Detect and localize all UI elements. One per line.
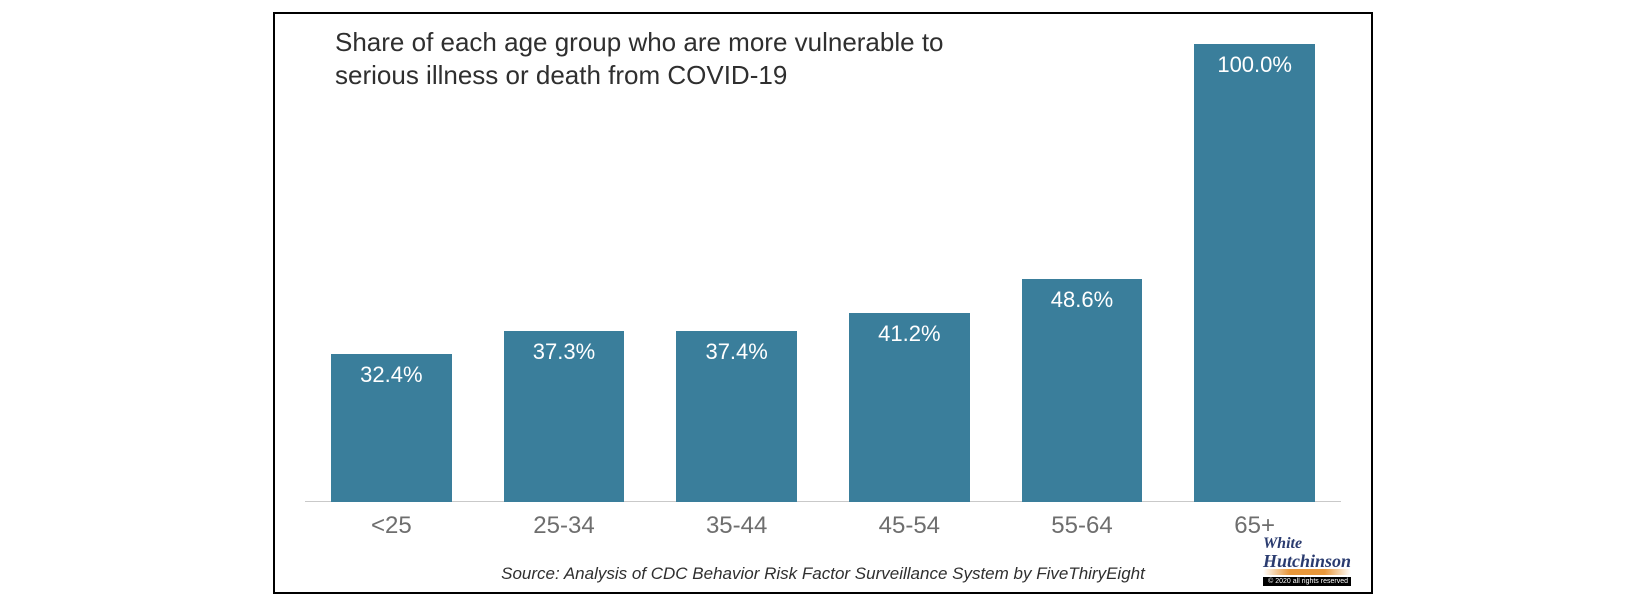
bar-value-label: 48.6%: [1022, 287, 1143, 313]
category-label: 55-64: [996, 512, 1169, 540]
category-label: 25-34: [478, 512, 651, 540]
bar-value-label: 37.4%: [676, 339, 797, 365]
brand-logo: White Hutchinson © 2020 all rights reser…: [1263, 536, 1351, 586]
chart-frame: Share of each age group who are more vul…: [273, 12, 1373, 594]
canvas: Share of each age group who are more vul…: [0, 0, 1647, 608]
bar-value-label: 41.2%: [849, 321, 970, 347]
logo-line1: White: [1263, 535, 1302, 552]
logo-tagline: © 2020 all rights reserved: [1263, 577, 1351, 586]
source-caption: Source: Analysis of CDC Behavior Risk Fa…: [275, 564, 1371, 584]
x-axis-baseline: [305, 501, 1341, 502]
category-label: 35-44: [650, 512, 823, 540]
bar: 32.4%: [331, 354, 452, 502]
bar-value-label: 37.3%: [504, 339, 625, 365]
bar: 48.6%: [1022, 279, 1143, 502]
bar-value-label: 32.4%: [331, 362, 452, 388]
plot-area: 32.4% 37.3% 37.4% 41.2% 48.6% 100.0%: [305, 44, 1341, 502]
logo-line2: Hutchinson: [1263, 551, 1351, 571]
bar: 100.0%: [1194, 44, 1315, 502]
bar: 37.4%: [676, 331, 797, 502]
category-label: 45-54: [823, 512, 996, 540]
category-label: <25: [305, 512, 478, 540]
bar-value-label: 100.0%: [1194, 52, 1315, 78]
bar: 37.3%: [504, 331, 625, 502]
bar: 41.2%: [849, 313, 970, 502]
